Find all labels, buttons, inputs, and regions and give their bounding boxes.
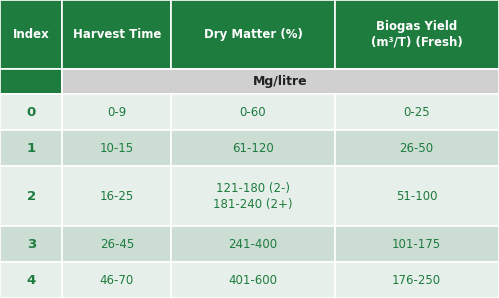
Bar (335, 226, 499, 262)
Bar (171, 94, 335, 131)
Bar (171, 131, 335, 166)
Text: 26-50: 26-50 (400, 142, 434, 155)
Text: 241-400: 241-400 (229, 238, 277, 251)
Bar (0, 94, 62, 131)
Text: 176-250: 176-250 (392, 274, 441, 286)
Text: 10-15: 10-15 (100, 142, 134, 155)
Text: 2: 2 (26, 190, 36, 203)
Text: Biogas Yield
(m³/T) (Fresh): Biogas Yield (m³/T) (Fresh) (371, 20, 463, 48)
Text: Dry Matter (%): Dry Matter (%) (204, 28, 302, 41)
Text: 401-600: 401-600 (229, 274, 277, 286)
Bar (335, 94, 499, 131)
Bar (62, 0, 171, 69)
Bar (62, 94, 171, 131)
Bar (0, 0, 62, 69)
Bar (171, 226, 335, 262)
Text: 121-180 (2-)
181-240 (2+): 121-180 (2-) 181-240 (2+) (213, 182, 293, 211)
Bar (335, 262, 499, 298)
Bar (0, 69, 62, 94)
Text: 0: 0 (26, 106, 36, 119)
Text: Harvest Time: Harvest Time (72, 28, 161, 41)
Text: 0-60: 0-60 (240, 106, 266, 119)
Bar (335, 131, 499, 166)
Text: Index: Index (13, 28, 49, 41)
Bar (171, 0, 335, 69)
Text: 101-175: 101-175 (392, 238, 441, 251)
Bar (62, 69, 499, 94)
Bar (171, 166, 335, 226)
Bar (171, 262, 335, 298)
Text: 46-70: 46-70 (100, 274, 134, 286)
Text: 4: 4 (26, 274, 36, 286)
Text: 3: 3 (26, 238, 36, 251)
Text: 26-45: 26-45 (100, 238, 134, 251)
Bar (335, 0, 499, 69)
Text: 16-25: 16-25 (100, 190, 134, 203)
Text: 51-100: 51-100 (396, 190, 438, 203)
Text: 0-25: 0-25 (403, 106, 430, 119)
Bar (62, 226, 171, 262)
Text: 1: 1 (26, 142, 36, 155)
Bar (0, 226, 62, 262)
Bar (0, 166, 62, 226)
Text: 61-120: 61-120 (232, 142, 274, 155)
Text: 0-9: 0-9 (107, 106, 126, 119)
Bar (62, 262, 171, 298)
Bar (62, 131, 171, 166)
Bar (335, 166, 499, 226)
Bar (0, 131, 62, 166)
Bar (62, 166, 171, 226)
Bar (0, 262, 62, 298)
Text: Mg/litre: Mg/litre (253, 75, 308, 88)
